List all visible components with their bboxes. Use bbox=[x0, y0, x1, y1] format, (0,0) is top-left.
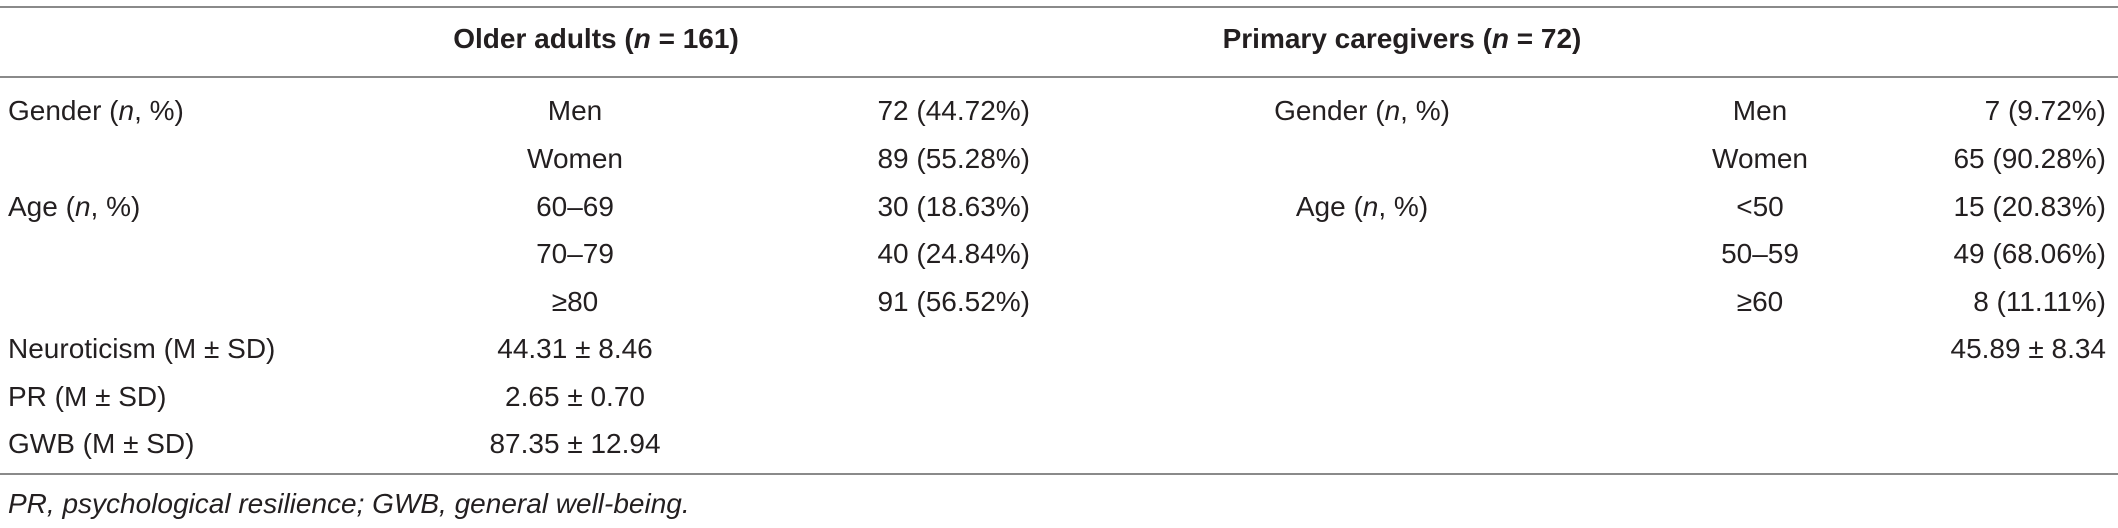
older-age-label: Age (n, %) bbox=[8, 191, 141, 222]
older-gwb-value: 87.35 ± 12.94 bbox=[489, 428, 661, 459]
table-header-rule bbox=[0, 76, 2118, 78]
header-primary-caregivers: Primary caregivers (n = 72) bbox=[1222, 23, 1582, 54]
older-age-70-79: 70–79 bbox=[536, 238, 614, 269]
older-gender-men: Men bbox=[547, 95, 603, 126]
older-age-80-plus: ≥80 bbox=[551, 286, 599, 317]
caregiver-gender-men-value: 7 (9.72%) bbox=[1984, 95, 2106, 126]
older-gender-men-value: 72 (44.72%) bbox=[877, 95, 1030, 126]
caregiver-age-label: Age (n, %) bbox=[1295, 191, 1429, 222]
older-age-80-plus-value: 91 (56.52%) bbox=[877, 286, 1030, 317]
older-age-60-69-value: 30 (18.63%) bbox=[877, 191, 1030, 222]
table-footnote: PR, psychological resilience; GWB, gener… bbox=[8, 488, 690, 519]
caregiver-age-50-59: 50–59 bbox=[1721, 238, 1799, 269]
caregiver-age-lt50: <50 bbox=[1736, 191, 1784, 222]
header-older-adults: Older adults (n = 161) bbox=[453, 23, 739, 54]
older-neuroticism-label: Neuroticism (M ± SD) bbox=[8, 333, 276, 364]
table-bottom-rule bbox=[0, 473, 2118, 475]
older-gender-women: Women bbox=[527, 143, 623, 174]
caregiver-age-lt50-value: 15 (20.83%) bbox=[1953, 191, 2106, 222]
caregiver-age-60-plus-value: 8 (11.11%) bbox=[1973, 286, 2106, 317]
caregiver-age-60-plus: ≥60 bbox=[1736, 286, 1784, 317]
older-neuroticism-value: 44.31 ± 8.46 bbox=[497, 333, 653, 364]
older-pr-value: 2.65 ± 0.70 bbox=[505, 381, 645, 412]
caregiver-gender-men: Men bbox=[1732, 95, 1788, 126]
caregiver-gender-women-value: 65 (90.28%) bbox=[1953, 143, 2106, 174]
older-gender-women-value: 89 (55.28%) bbox=[877, 143, 1030, 174]
older-gwb-label: GWB (M ± SD) bbox=[8, 428, 195, 459]
older-pr-label: PR (M ± SD) bbox=[8, 381, 167, 412]
caregiver-age-50-59-value: 49 (68.06%) bbox=[1953, 238, 2106, 269]
older-age-70-79-value: 40 (24.84%) bbox=[877, 238, 1030, 269]
older-gender-label: Gender (n, %) bbox=[8, 95, 184, 126]
caregiver-neuroticism-value: 45.89 ± 8.34 bbox=[1950, 333, 2107, 364]
caregiver-gender-women: Women bbox=[1712, 143, 1808, 174]
older-age-60-69: 60–69 bbox=[536, 191, 614, 222]
caregiver-gender-label: Gender (n, %) bbox=[1274, 95, 1450, 126]
table-top-rule bbox=[0, 6, 2118, 8]
